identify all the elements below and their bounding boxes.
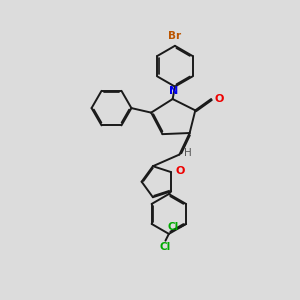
Text: Cl: Cl (168, 222, 179, 232)
Text: Br: Br (168, 31, 182, 41)
Text: N: N (169, 85, 178, 96)
Text: O: O (176, 166, 185, 176)
Text: Cl: Cl (159, 242, 170, 253)
Text: O: O (214, 94, 224, 104)
Text: H: H (184, 148, 192, 158)
